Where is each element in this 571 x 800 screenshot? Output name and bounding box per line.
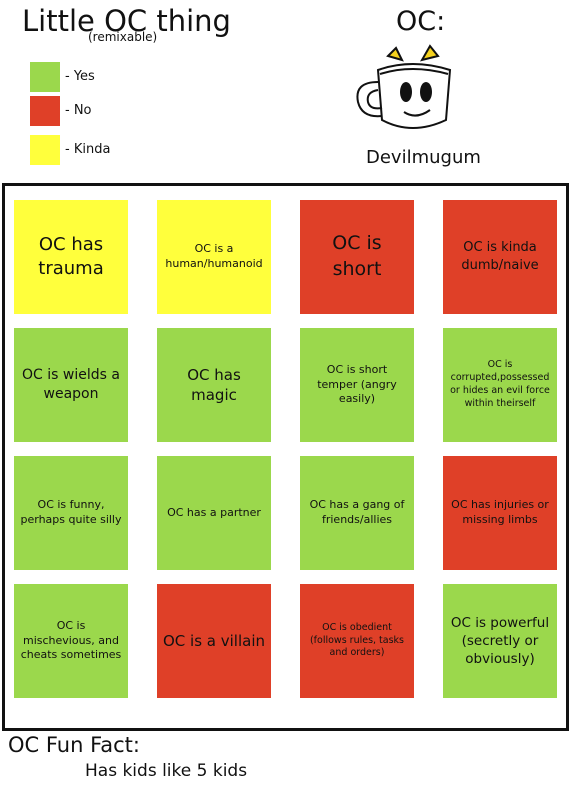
- grid-cell: OC has injuries or missing limbs: [443, 456, 557, 570]
- grid-cell: OC is short: [300, 200, 414, 314]
- grid-cell: OC is a villain: [157, 584, 271, 698]
- legend-label: - Kinda: [65, 142, 111, 157]
- legend-swatch: [30, 96, 60, 126]
- cell-text: OC is wields a weapon: [22, 367, 120, 402]
- fun-fact-title: OC Fun Fact:: [8, 733, 140, 757]
- subtitle: (remixable): [88, 30, 158, 44]
- title: Little OC thing: [22, 4, 231, 38]
- cell-text: OC has a gang of friends/allies: [309, 498, 405, 526]
- legend-swatch: [30, 62, 60, 92]
- cell-text: OC is kinda dumb/naive: [461, 240, 539, 273]
- grid-cell: OC is kinda dumb/naive: [443, 200, 557, 314]
- grid-cell: OC has magic: [157, 328, 271, 442]
- oc-name: Devilmugum: [366, 147, 481, 168]
- grid-cell: OC is wields a weapon: [14, 328, 128, 442]
- grid-cell: OC is a human/humanoid: [157, 200, 271, 314]
- cell-text: OC is a villain: [163, 631, 266, 650]
- cell-text: OC is corrupted,possessed or hides an ev…: [450, 359, 550, 409]
- grid-cell: OC is powerful (secretly or obviously): [443, 584, 557, 698]
- cell-text: OC has a partner: [167, 505, 261, 519]
- fun-fact-text: Has kids like 5 kids: [85, 761, 248, 781]
- cell-text: OC is obedient (follows rules, tasks and…: [309, 621, 405, 659]
- grid-cell: OC is short temper (angry easily): [300, 328, 414, 442]
- cell-text: OC has trauma: [38, 233, 104, 279]
- cell-text: OC is powerful (secretly or obviously): [450, 614, 550, 668]
- legend-label: - Yes: [65, 69, 95, 84]
- cell-text: OC has magic: [187, 365, 241, 404]
- legend-label: - No: [65, 103, 92, 118]
- cell-text: OC is a human/humanoid: [165, 242, 263, 270]
- legend-swatch: [30, 135, 60, 165]
- oc-label: OC:: [396, 6, 446, 37]
- cell-text: OC is funny, perhaps quite silly: [20, 498, 122, 526]
- grid-cell: OC has a gang of friends/allies: [300, 456, 414, 570]
- cell-text: OC is short: [332, 232, 382, 280]
- grid-cell: OC is mischevious, and cheats sometimes: [14, 584, 128, 698]
- grid-cell: OC has a partner: [157, 456, 271, 570]
- cell-text: OC is mischevious, and cheats sometimes: [20, 618, 122, 662]
- grid-cell: OC has trauma: [14, 200, 128, 314]
- grid-cell: OC is funny, perhaps quite silly: [14, 456, 128, 570]
- oc-drawing: [356, 44, 452, 129]
- cell-text: OC has injuries or missing limbs: [451, 498, 549, 526]
- cell-text: OC is short temper (angry easily): [317, 362, 397, 406]
- board: OC has trauma OC is a human/humanoid OC is…: [2, 183, 569, 731]
- grid-cell: OC is obedient (follows rules, tasks and…: [300, 584, 414, 698]
- grid-cell: OC is corrupted,possessed or hides an ev…: [443, 328, 557, 442]
